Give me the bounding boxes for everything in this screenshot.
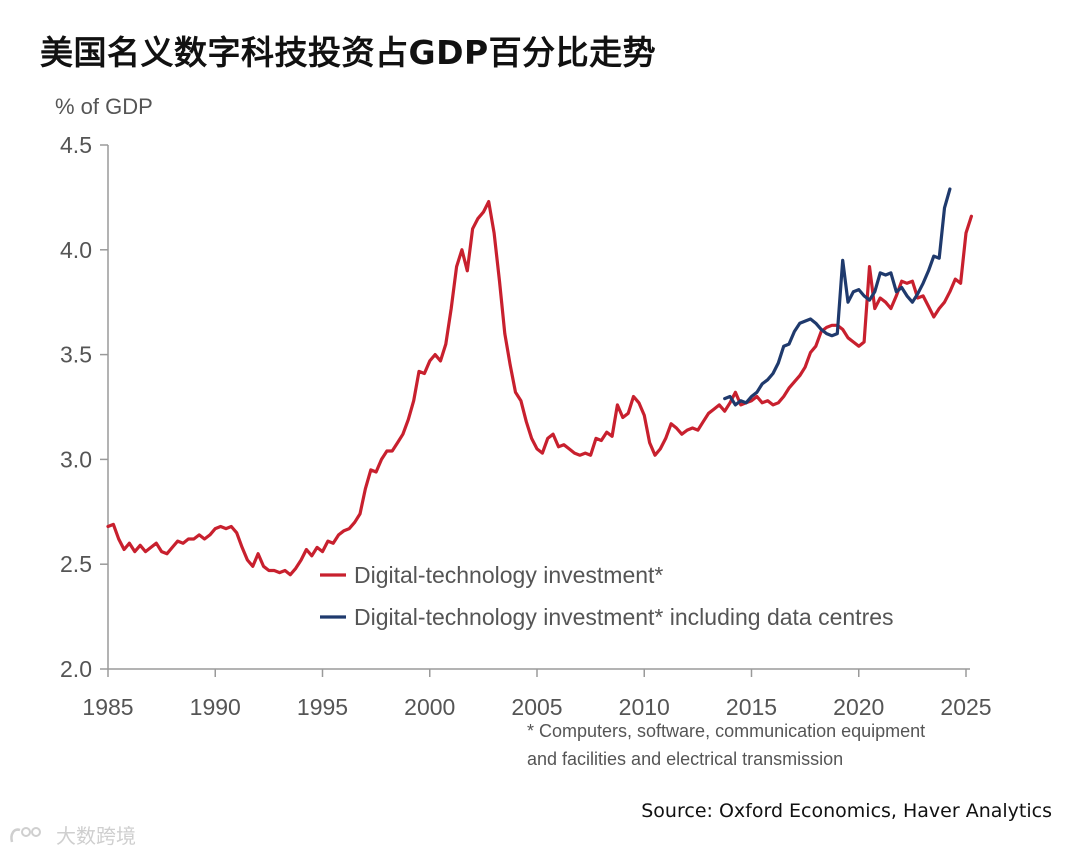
x-tick-label: 1995 (297, 694, 348, 720)
y-tick-label: 3.0 (60, 446, 92, 472)
series-layer (106, 187, 973, 577)
y-tick-label: 4.5 (60, 132, 92, 158)
x-tick-label: 2000 (404, 694, 455, 720)
footnote-line-2: and facilities and electrical transmissi… (527, 749, 843, 769)
watermark-logo-icon (10, 826, 41, 842)
y-axis-label: % of GDP (55, 94, 153, 119)
watermark-text: 大数跨境 (56, 824, 136, 848)
x-tick-label: 2010 (619, 694, 670, 720)
x-tick-label: 1985 (82, 694, 133, 720)
y-tick-label: 4.0 (60, 237, 92, 263)
y-tick-label: 2.0 (60, 656, 92, 682)
x-tick-label: 2005 (511, 694, 562, 720)
source-note: Source: Oxford Economics, Haver Analytic… (641, 800, 1052, 822)
legend: Digital-technology investment* Digital-te… (320, 562, 894, 630)
y-tick-label: 3.5 (60, 342, 92, 368)
x-tick-label: 1990 (190, 694, 241, 720)
y-tick-label: 2.5 (60, 551, 92, 577)
watermark: 大数跨境 (8, 820, 136, 849)
series-line-2 (723, 187, 952, 407)
x-tick-label: 2015 (726, 694, 777, 720)
x-tick-label: 2020 (833, 694, 884, 720)
legend-label-1: Digital-technology investment* (354, 562, 663, 588)
series-line-1 (106, 200, 973, 577)
legend-label-2: Digital-technology investment* including… (354, 604, 894, 630)
footnote: * Computers, software, communication equ… (527, 721, 925, 769)
x-tick-label: 2025 (940, 694, 991, 720)
chart-title: 美国名义数字科技投资占GDP百分比走势 (40, 33, 657, 72)
footnote-line-1: * Computers, software, communication equ… (527, 721, 925, 741)
axes: 2.0 2.5 3.0 3.5 4.0 4.5 1985 1990 1995 2000 2005 20… (60, 132, 992, 720)
